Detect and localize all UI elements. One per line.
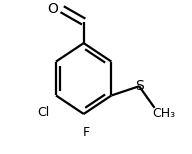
Text: Cl: Cl [37, 106, 50, 119]
Text: F: F [83, 126, 90, 139]
Text: S: S [135, 79, 143, 93]
Text: O: O [47, 2, 58, 16]
Text: CH₃: CH₃ [152, 107, 175, 120]
